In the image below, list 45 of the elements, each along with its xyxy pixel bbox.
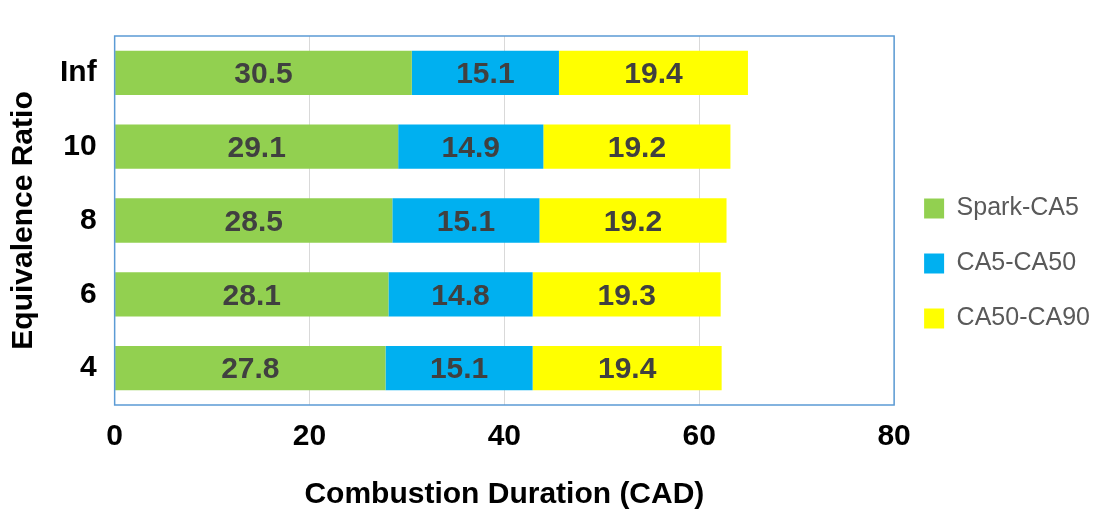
bar (411, 50, 559, 96)
data-label: 19.4 (597, 351, 657, 385)
bar (115, 124, 399, 169)
bar (539, 198, 727, 243)
y-tick-label: 8 (79, 201, 97, 235)
legend-label: CA5-CA50 (956, 247, 1077, 276)
legend-label: CA50-CA90 (956, 302, 1091, 331)
data-label: 29.1 (227, 129, 286, 163)
data-label: 27.8 (221, 351, 280, 385)
data-label: 28.5 (224, 203, 283, 237)
bar (543, 124, 731, 169)
data-label: 30.5 (234, 56, 293, 90)
y-tick-label: 4 (79, 349, 97, 383)
data-label: 15.1 (436, 203, 496, 237)
bar (115, 198, 393, 243)
data-label: 14.9 (441, 129, 500, 163)
data-label: 19.2 (603, 203, 663, 237)
y-tick-label: 10 (63, 127, 97, 161)
y-axis-title: Equivalence Ratio (5, 91, 39, 350)
bar (532, 272, 721, 317)
data-label: 15.1 (429, 351, 489, 385)
data-label: 19.3 (597, 277, 656, 311)
x-tick-label: 60 (682, 418, 716, 452)
bar (558, 50, 748, 96)
bar (532, 345, 722, 391)
y-tick-label: 6 (79, 275, 97, 309)
y-tick-label: Inf (59, 54, 98, 88)
bar (392, 198, 540, 243)
data-label: 14.8 (431, 277, 490, 311)
bar (398, 124, 544, 169)
data-label: 28.1 (222, 277, 281, 311)
bar (385, 345, 533, 391)
bar (388, 272, 533, 317)
data-label: 19.2 (607, 129, 667, 163)
bar (115, 345, 386, 391)
data-label: 15.1 (456, 56, 515, 90)
x-axis-title: Combustion Duration (CAD) (304, 476, 705, 510)
bar (115, 272, 389, 317)
legend-label: Spark-CA5 (956, 192, 1079, 221)
data-label: 19.4 (624, 56, 683, 90)
bar (115, 50, 412, 96)
x-tick-label: 0 (106, 418, 123, 452)
x-tick-label: 20 (292, 418, 327, 452)
x-tick-label: 40 (487, 418, 522, 452)
x-tick-label: 80 (877, 418, 911, 452)
